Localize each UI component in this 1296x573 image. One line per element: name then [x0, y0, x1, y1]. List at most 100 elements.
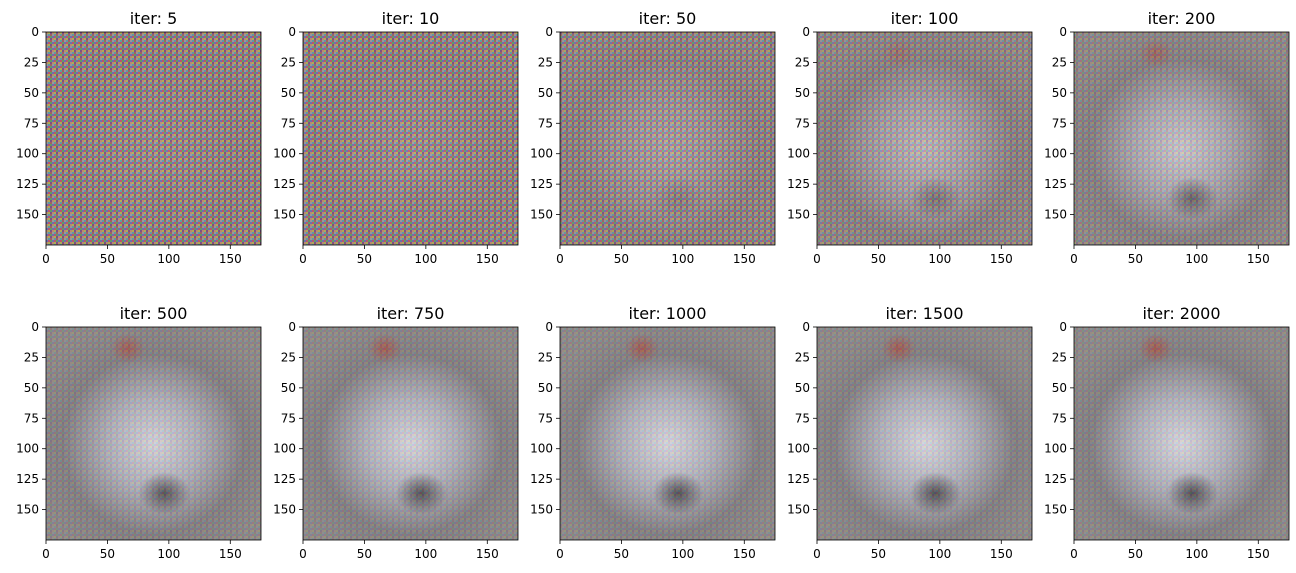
panel-image — [560, 327, 775, 540]
y-tick-label: 75 — [24, 116, 39, 130]
y-tick-label: 50 — [1052, 381, 1067, 395]
y-tick-label: 125 — [273, 472, 296, 486]
panel: iter: 500 0 50 100 150 0 25 50 75 100 125 150 — [16, 304, 262, 561]
x-tick-label: 50 — [871, 252, 886, 266]
y-tick-label: 150 — [16, 208, 39, 222]
y-tick-label: 150 — [530, 208, 553, 222]
y-tick-label: 25 — [795, 55, 810, 69]
axes-frame — [559, 31, 776, 246]
panel-image — [817, 32, 1032, 245]
x-tick-label: 150 — [219, 252, 242, 266]
y-tick-label: 0 — [1059, 25, 1067, 39]
panel-title: iter: 200 — [1148, 9, 1216, 28]
x-tick-label: 150 — [990, 252, 1013, 266]
panel: iter: 1500 0 50 100 150 0 25 50 75 100 125 150 — [787, 304, 1033, 561]
y-tick-label: 75 — [1052, 116, 1067, 130]
x-tick-label: 150 — [990, 547, 1013, 561]
panel-image — [560, 32, 775, 245]
y-tick-label: 50 — [281, 86, 296, 100]
x-tick-label: 50 — [614, 547, 629, 561]
panel-title: iter: 2000 — [1142, 304, 1220, 323]
panel-title: iter: 50 — [639, 9, 697, 28]
y-tick-label: 150 — [273, 503, 296, 517]
x-tick-label: 0 — [813, 547, 821, 561]
panel: iter: 10 0 50 100 150 0 25 50 75 100 125 150 — [273, 9, 519, 266]
axes-frame — [816, 31, 1033, 246]
y-tick-label: 100 — [787, 147, 810, 161]
y-tick-label: 75 — [281, 411, 296, 425]
x-tick-label: 100 — [1185, 252, 1208, 266]
y-tick-label: 50 — [281, 381, 296, 395]
axes-frame — [1073, 31, 1290, 246]
panel-title: iter: 1000 — [628, 304, 706, 323]
y-tick-label: 50 — [24, 381, 39, 395]
x-tick-label: 100 — [414, 547, 437, 561]
panel-image — [303, 327, 518, 540]
y-tick-label: 100 — [273, 147, 296, 161]
y-tick-label: 75 — [281, 116, 296, 130]
x-tick-label: 50 — [357, 252, 372, 266]
y-tick-label: 150 — [273, 208, 296, 222]
y-tick-label: 150 — [16, 503, 39, 517]
y-tick-label: 125 — [787, 177, 810, 191]
y-tick-label: 75 — [538, 411, 553, 425]
x-tick-label: 100 — [671, 252, 694, 266]
x-tick-label: 0 — [1070, 252, 1078, 266]
y-tick-label: 25 — [1052, 350, 1067, 364]
y-tick-label: 125 — [530, 177, 553, 191]
y-tick-label: 125 — [16, 177, 39, 191]
panel: iter: 1000 0 50 100 150 0 25 50 75 100 125 150 — [530, 304, 776, 561]
x-tick-label: 50 — [871, 547, 886, 561]
y-tick-label: 25 — [24, 350, 39, 364]
panel-title: iter: 10 — [382, 9, 440, 28]
x-tick-label: 0 — [299, 252, 307, 266]
x-tick-label: 50 — [614, 252, 629, 266]
panel: iter: 2000 0 50 100 150 0 25 50 75 100 125 150 — [1044, 304, 1290, 561]
y-tick-label: 25 — [538, 350, 553, 364]
y-tick-label: 25 — [24, 55, 39, 69]
x-tick-label: 100 — [157, 252, 180, 266]
axes-frame — [816, 326, 1033, 541]
panel-image — [303, 32, 518, 245]
y-tick-label: 50 — [538, 86, 553, 100]
axes-frame — [45, 326, 262, 541]
x-tick-label: 50 — [1128, 252, 1143, 266]
panel-title: iter: 5 — [130, 9, 178, 28]
y-tick-label: 75 — [1052, 411, 1067, 425]
y-tick-label: 100 — [1044, 147, 1067, 161]
y-tick-label: 75 — [795, 116, 810, 130]
axes-frame — [302, 31, 519, 246]
y-tick-label: 0 — [288, 25, 296, 39]
y-tick-label: 100 — [16, 147, 39, 161]
y-tick-label: 125 — [1044, 177, 1067, 191]
y-tick-label: 125 — [273, 177, 296, 191]
x-tick-label: 0 — [42, 252, 50, 266]
y-tick-label: 50 — [795, 86, 810, 100]
y-tick-label: 50 — [538, 381, 553, 395]
axes-frame — [1073, 326, 1290, 541]
x-tick-label: 50 — [100, 547, 115, 561]
x-tick-label: 150 — [476, 252, 499, 266]
axes-frame — [45, 31, 262, 246]
panel-image — [1074, 327, 1289, 540]
y-tick-label: 0 — [802, 320, 810, 334]
x-tick-label: 150 — [733, 547, 756, 561]
panel-image — [817, 327, 1032, 540]
y-tick-label: 0 — [802, 25, 810, 39]
y-tick-label: 0 — [545, 25, 553, 39]
y-tick-label: 50 — [795, 381, 810, 395]
y-tick-label: 0 — [31, 25, 39, 39]
y-tick-label: 100 — [787, 442, 810, 456]
axes-frame — [302, 326, 519, 541]
y-tick-label: 150 — [1044, 208, 1067, 222]
y-tick-label: 75 — [538, 116, 553, 130]
x-tick-label: 150 — [733, 252, 756, 266]
panel-image — [46, 327, 261, 540]
panel: iter: 100 0 50 100 150 0 25 50 75 100 125 150 — [787, 9, 1033, 266]
x-tick-label: 100 — [157, 547, 180, 561]
panel: iter: 50 0 50 100 150 0 25 50 75 100 125 150 — [530, 9, 776, 266]
axes-frame — [559, 326, 776, 541]
y-tick-label: 125 — [16, 472, 39, 486]
y-tick-label: 100 — [1044, 442, 1067, 456]
